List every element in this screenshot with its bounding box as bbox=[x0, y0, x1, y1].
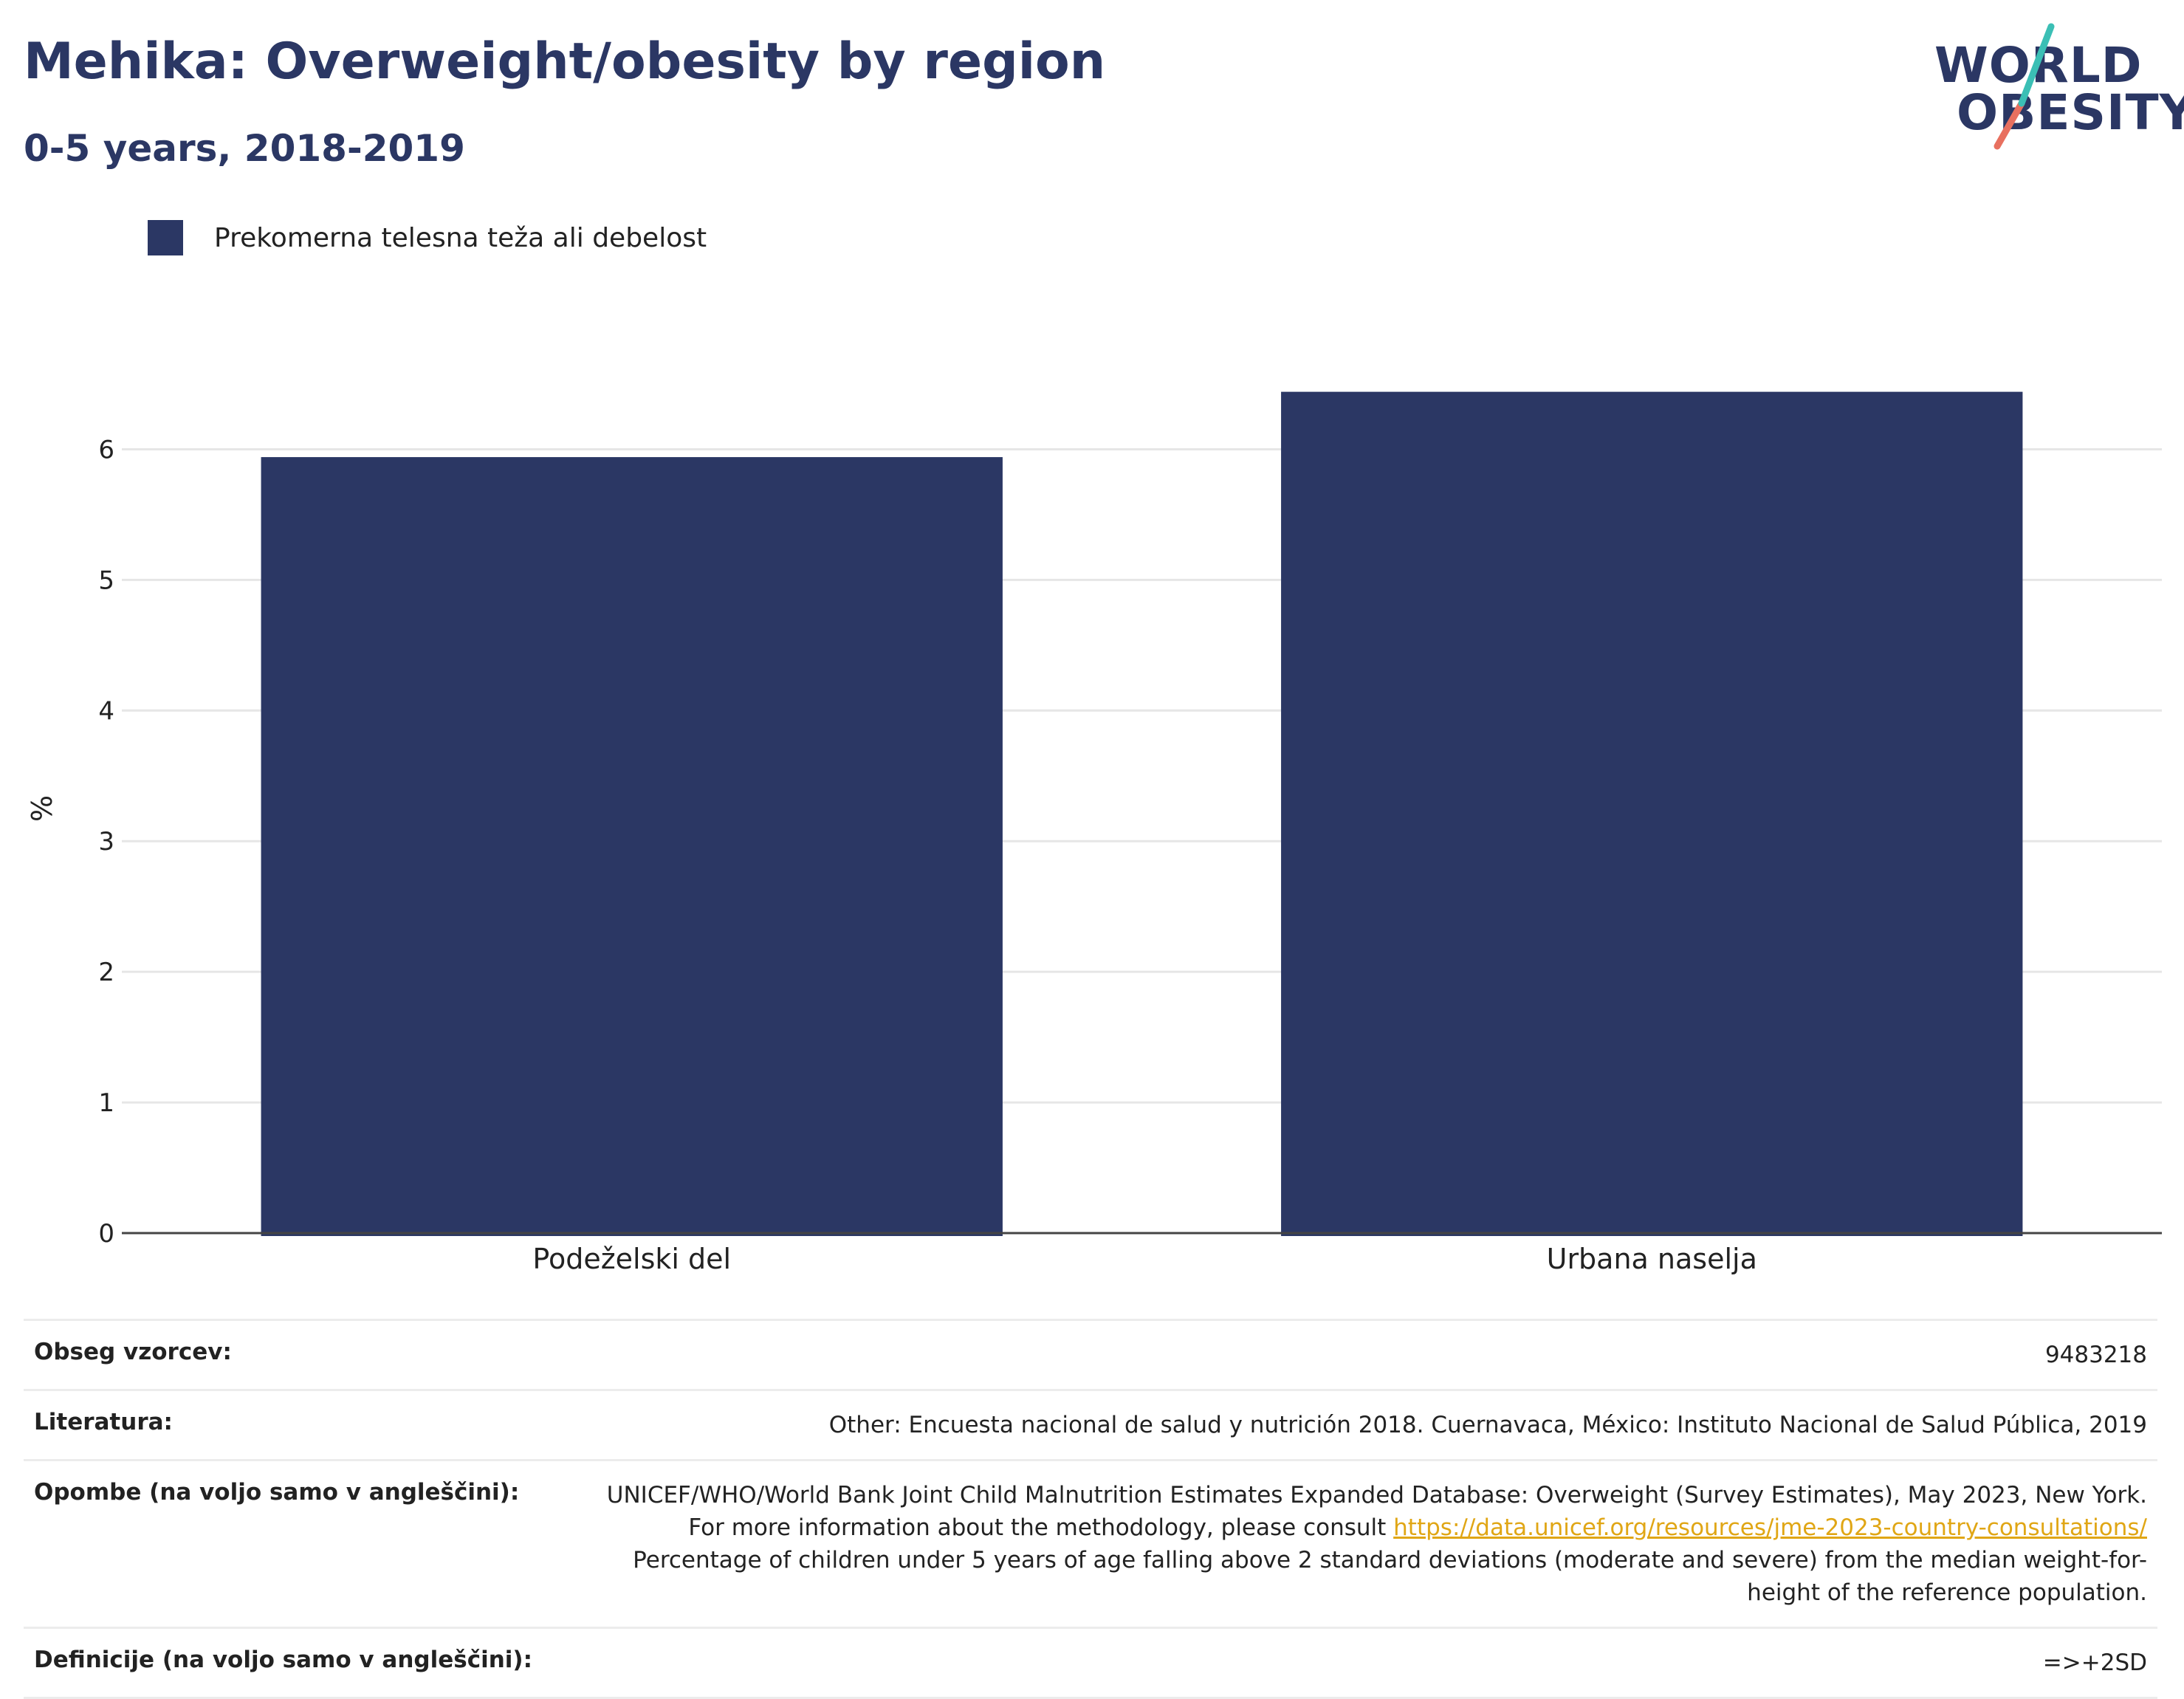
bar bbox=[1281, 391, 2023, 1236]
chart-title: Mehika: Overweight/obesity by region bbox=[24, 32, 1106, 91]
notes-text-2: Percentage of children under 5 years of … bbox=[633, 1547, 2147, 1606]
y-tick-label: 4 bbox=[98, 696, 114, 726]
x-tick-label: Podeželski del bbox=[532, 1243, 731, 1275]
legend-label: Prekomerna telesna teža ali debelost bbox=[214, 222, 707, 253]
chart-legend[interactable]: Prekomerna telesna teža ali debelost bbox=[148, 220, 707, 255]
definitions-value: =>+2SD bbox=[2042, 1650, 2147, 1676]
meta-row-definitions: Definicije (na voljo samo v angleščini):… bbox=[24, 1627, 2157, 1699]
x-tick-label: Urbana naselja bbox=[1547, 1243, 1757, 1275]
y-axis-label: % bbox=[26, 795, 58, 822]
legend-swatch bbox=[148, 220, 183, 255]
definitions-label: Definicije (na voljo samo v angleščini): bbox=[34, 1647, 532, 1673]
logo-line-2: OBESITY bbox=[1957, 84, 2184, 141]
notes-link[interactable]: https://data.unicef.org/resources/jme-20… bbox=[1393, 1514, 2147, 1541]
world-obesity-logo[interactable]: WORLD OBESITY bbox=[1920, 21, 2184, 154]
y-tick-label: 6 bbox=[98, 435, 114, 464]
y-tick-label: 2 bbox=[98, 958, 114, 987]
y-tick-label: 0 bbox=[98, 1219, 114, 1249]
notes-value: UNICEF/WHO/World Bank Joint Child Malnut… bbox=[597, 1479, 2147, 1609]
sample-size-value: 9483218 bbox=[2044, 1342, 2147, 1368]
notes-label: Opombe (na voljo samo v angleščini): bbox=[34, 1479, 520, 1506]
bar bbox=[261, 457, 1003, 1236]
meta-row-notes: Opombe (na voljo samo v angleščini): UNI… bbox=[24, 1459, 2157, 1627]
meta-row-literature: Literatura: Other: Encuesta nacional de … bbox=[24, 1389, 2157, 1459]
bar-chart: 0 1 2 3 4 5 6% Podeželski del Urbana naselja bbox=[26, 391, 2162, 1275]
logo-slash-icon bbox=[1994, 23, 2055, 150]
literature-value: Other: Encuesta nacional de salud y nutr… bbox=[828, 1412, 2147, 1438]
sample-size-label: Obseg vzorcev: bbox=[34, 1339, 232, 1365]
y-tick-label: 3 bbox=[98, 827, 114, 857]
metadata-table: Obseg vzorcev: 9483218 Literatura: Other… bbox=[24, 1319, 2157, 1699]
literature-label: Literatura: bbox=[34, 1409, 173, 1435]
meta-row-sample-size: Obseg vzorcev: 9483218 bbox=[24, 1319, 2157, 1389]
y-tick-label: 1 bbox=[98, 1088, 114, 1118]
y-tick-label: 5 bbox=[98, 566, 114, 595]
chart-subtitle: 0-5 years, 2018-2019 bbox=[24, 127, 465, 170]
notes-text-1: UNICEF/WHO/World Bank Joint Child Malnut… bbox=[606, 1482, 2147, 1541]
